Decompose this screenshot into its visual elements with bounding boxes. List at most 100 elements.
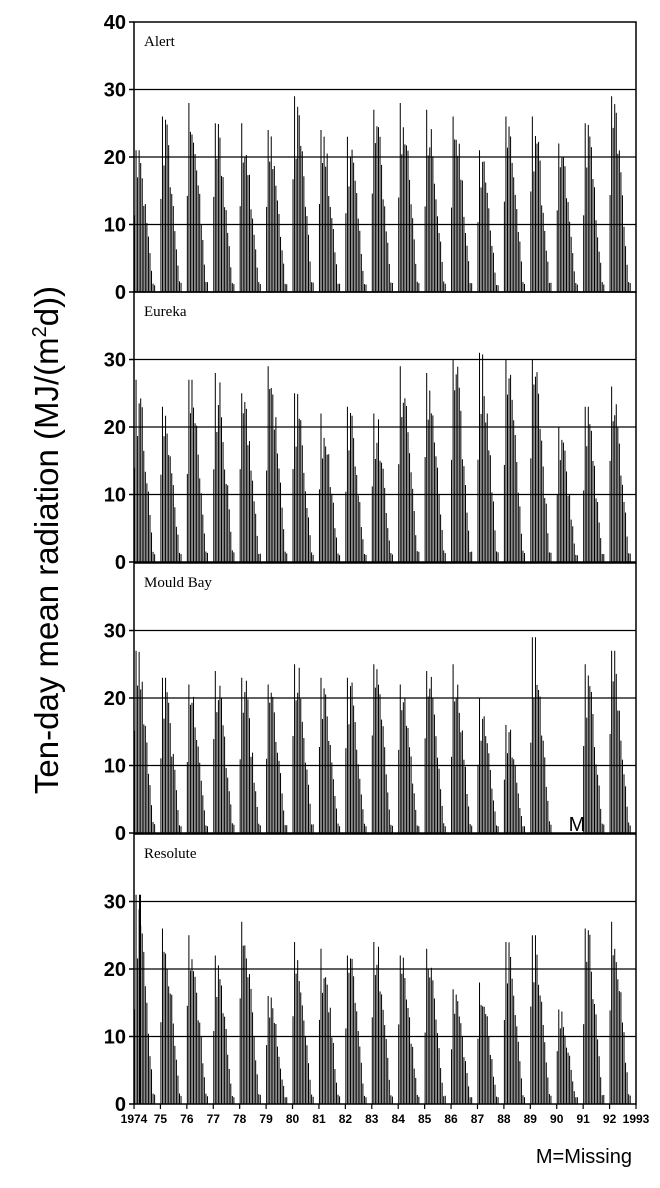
- bar: [611, 921, 613, 1104]
- x-tick-label: 84: [392, 1112, 406, 1126]
- station-label: Eureka: [144, 304, 187, 320]
- bar: [416, 281, 418, 292]
- bar: [516, 1026, 518, 1104]
- bar: [141, 407, 143, 562]
- bar: [468, 1086, 470, 1104]
- bar: [626, 536, 628, 562]
- panel-resolute: Resolute 0 10 20 30: [104, 833, 637, 1116]
- bar: [387, 528, 389, 562]
- bar: [545, 503, 547, 562]
- bar: [469, 552, 471, 562]
- bar: [191, 702, 193, 833]
- bar: [435, 199, 437, 292]
- bar: [609, 733, 611, 833]
- bar: [193, 971, 195, 1104]
- bar: [259, 825, 261, 833]
- bar: [534, 935, 536, 1104]
- bar: [454, 390, 456, 562]
- bar: [144, 204, 146, 292]
- bar: [244, 692, 246, 833]
- bar: [294, 393, 296, 562]
- bar: [559, 167, 561, 292]
- bar: [590, 691, 592, 833]
- bar: [149, 1056, 151, 1104]
- bar: [427, 696, 429, 833]
- bar: [298, 115, 300, 292]
- x-tick-label: 77: [207, 1112, 221, 1126]
- bar: [233, 1097, 235, 1104]
- bar: [250, 209, 252, 292]
- bar: [169, 456, 171, 562]
- bar: [248, 718, 250, 833]
- bar: [272, 169, 274, 292]
- bar: [424, 738, 426, 833]
- bar: [402, 127, 404, 292]
- bar: [496, 1096, 498, 1104]
- bar: [252, 1012, 254, 1104]
- bar: [242, 945, 244, 1104]
- bar: [464, 1061, 466, 1104]
- bar: [455, 994, 457, 1104]
- bar: [270, 997, 272, 1104]
- bar: [360, 527, 362, 562]
- bar: [617, 979, 619, 1104]
- bar: [517, 231, 519, 292]
- bar: [452, 989, 454, 1104]
- bar: [241, 921, 243, 1104]
- bar: [569, 494, 571, 562]
- bar: [252, 218, 254, 292]
- bar: [371, 1017, 373, 1104]
- bar: [284, 551, 286, 562]
- bar: [583, 1024, 585, 1104]
- bar: [601, 282, 603, 292]
- bar: [429, 688, 431, 833]
- bar: [589, 424, 591, 562]
- bar: [381, 994, 383, 1104]
- y-axis-label: Ten-day mean radiation (MJ/(m2d)): [28, 286, 65, 794]
- bar: [213, 1031, 215, 1104]
- bar: [250, 470, 252, 562]
- bar: [539, 995, 541, 1104]
- bar: [213, 469, 215, 562]
- bar: [611, 386, 613, 562]
- bar: [175, 249, 177, 292]
- bar: [454, 139, 456, 292]
- bar: [348, 186, 350, 292]
- bar: [258, 1094, 260, 1104]
- bar: [149, 253, 151, 292]
- bar-spike: [139, 894, 141, 1104]
- bar: [199, 478, 201, 562]
- bar: [169, 723, 171, 833]
- bar: [206, 282, 208, 292]
- bar: [200, 224, 202, 292]
- y-tick-label: 20: [104, 417, 126, 439]
- bar: [200, 493, 202, 562]
- bar: [461, 730, 463, 833]
- bar: [497, 552, 499, 562]
- bar: [356, 193, 358, 292]
- bar: [614, 948, 616, 1104]
- bar: [328, 1012, 330, 1104]
- bar: [539, 428, 541, 562]
- bar: [440, 241, 442, 292]
- y-tick-label: 10: [104, 485, 126, 507]
- bar: [168, 454, 170, 562]
- bar: [217, 700, 219, 833]
- bar: [171, 994, 173, 1104]
- bar: [381, 462, 383, 562]
- bar: [359, 502, 361, 562]
- bar: [612, 681, 614, 833]
- bar: [437, 216, 439, 292]
- bar: [503, 464, 505, 562]
- bar: [457, 1001, 459, 1104]
- bar: [533, 982, 535, 1104]
- bar: [242, 413, 244, 562]
- bar: [388, 809, 390, 833]
- bar: [399, 684, 401, 833]
- bar: [186, 195, 188, 292]
- y-tick-label: 10: [104, 756, 126, 778]
- bar: [492, 252, 494, 292]
- bar: [230, 804, 232, 833]
- bar: [413, 511, 415, 562]
- bar: [266, 470, 268, 562]
